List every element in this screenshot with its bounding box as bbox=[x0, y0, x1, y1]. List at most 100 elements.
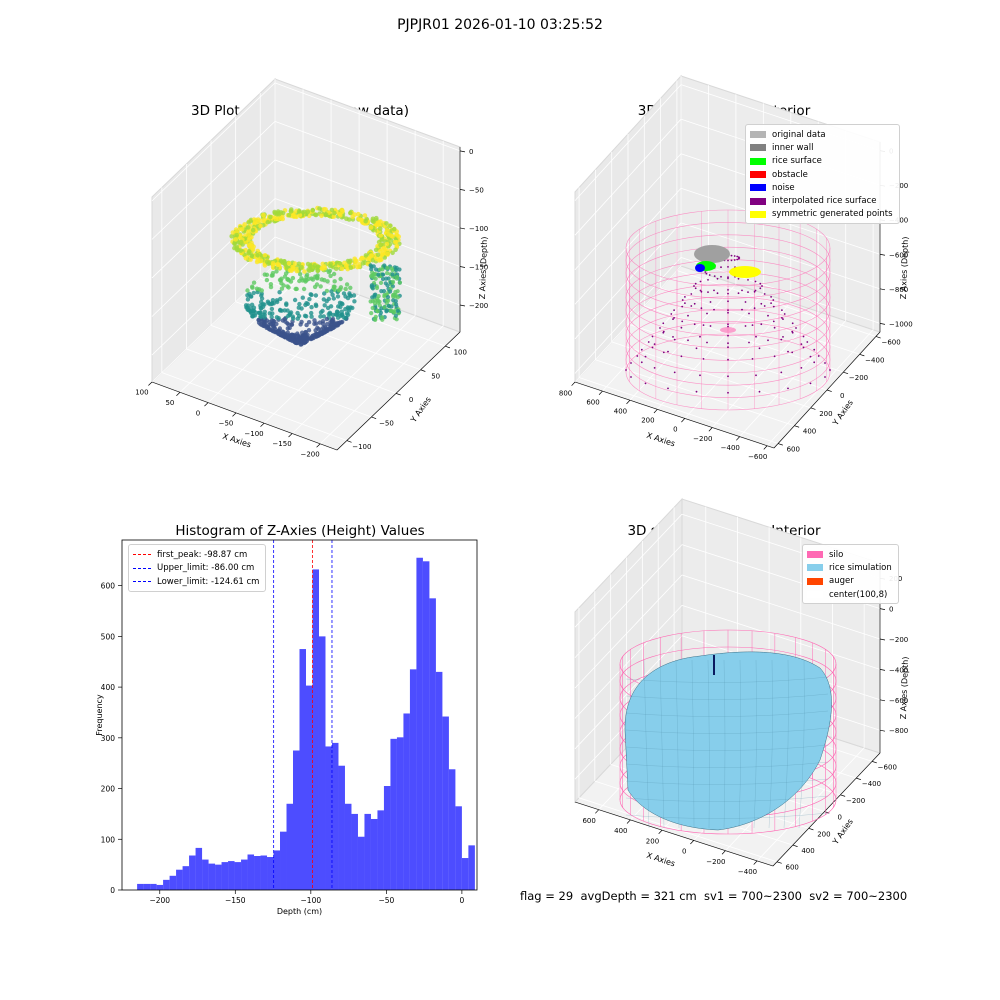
panel3-bar bbox=[370, 818, 378, 890]
panel3-bar bbox=[429, 598, 436, 890]
panel1-point bbox=[277, 277, 283, 283]
panel1-point bbox=[282, 274, 288, 279]
panel1-point bbox=[386, 232, 391, 237]
panel2-interp-point bbox=[772, 299, 775, 301]
panel1-point bbox=[264, 277, 270, 283]
panel2-interp-point bbox=[707, 279, 709, 281]
panel4-y-tick-label: 0 bbox=[838, 814, 842, 822]
panel1-point bbox=[335, 294, 341, 299]
panel1-point bbox=[363, 218, 369, 224]
panel2-interp-point bbox=[727, 300, 729, 303]
panel2-interp-point bbox=[693, 323, 696, 326]
panel2-interp-point bbox=[753, 307, 756, 310]
panel2-interp-point bbox=[690, 305, 693, 307]
panel1-point bbox=[258, 258, 264, 264]
panel1-point bbox=[347, 291, 352, 296]
panel1-point bbox=[375, 252, 381, 258]
panel2-interp-point bbox=[800, 367, 803, 369]
panel2-interp-point bbox=[720, 266, 722, 269]
panel4-z-tick bbox=[879, 669, 886, 671]
panel1-point bbox=[302, 269, 307, 274]
legend-swatch bbox=[750, 171, 766, 179]
panel1-point bbox=[292, 339, 297, 345]
legend-entry: Lower_limit: -124.61 cm bbox=[133, 575, 259, 589]
panel2-interp-point bbox=[737, 277, 740, 280]
panel1-point bbox=[299, 276, 304, 281]
panel2-original-data-blob bbox=[694, 245, 730, 263]
panel1-z-tick bbox=[459, 189, 466, 191]
panel2-interp-point bbox=[727, 358, 729, 361]
panel1-point bbox=[235, 247, 240, 253]
panel1-point bbox=[245, 293, 250, 298]
panel1-point bbox=[317, 206, 322, 211]
panel2-interp-point bbox=[694, 287, 697, 290]
panel1-point bbox=[325, 279, 330, 284]
panel2-x-tick-label: 600 bbox=[586, 398, 599, 406]
panel1-point bbox=[345, 312, 351, 317]
panel1-point bbox=[385, 295, 391, 300]
panel2-interp-point bbox=[772, 305, 775, 308]
panel4-mesh-line bbox=[659, 659, 665, 829]
panel3-bar bbox=[260, 855, 268, 890]
panel2-interp-point bbox=[651, 346, 654, 349]
panel2-y-tick-label: −400 bbox=[865, 356, 884, 364]
panel4-y-tick bbox=[776, 861, 782, 864]
panel4-x-tick bbox=[658, 829, 663, 835]
panel3-y-tick-label: 200 bbox=[101, 785, 116, 794]
panel2-interp-point bbox=[727, 276, 729, 278]
panel3-y-tick-label: 0 bbox=[110, 886, 115, 895]
panel1-point bbox=[262, 263, 268, 268]
panel1-point bbox=[284, 301, 289, 306]
panel3-bar bbox=[364, 813, 371, 890]
panel1-point bbox=[292, 214, 298, 219]
panel1-point bbox=[370, 258, 376, 263]
panel1-point bbox=[390, 250, 395, 256]
panel3-title: Histogram of Z-Axies (Height) Values bbox=[175, 523, 425, 539]
panel1-point bbox=[282, 308, 287, 313]
panel1-point bbox=[246, 303, 251, 308]
panel1-point bbox=[255, 253, 260, 258]
panel1-point bbox=[302, 277, 308, 283]
panel1-point bbox=[333, 266, 339, 272]
panel4-z-tick-label: −600 bbox=[889, 697, 908, 705]
panel1-point bbox=[310, 208, 316, 213]
panel1-point bbox=[339, 309, 344, 314]
panel1-point bbox=[290, 333, 296, 338]
panel1-point bbox=[314, 303, 319, 309]
panel2-interp-point bbox=[759, 287, 762, 290]
panel1-x-gridline bbox=[319, 325, 444, 445]
panel1-point bbox=[385, 271, 390, 276]
panel1-point bbox=[370, 305, 375, 311]
panel4-z-tick bbox=[879, 608, 886, 610]
panel1-point bbox=[248, 219, 253, 224]
panel3-bar bbox=[273, 850, 281, 890]
panel2-y-tick-label: 600 bbox=[787, 446, 800, 454]
panel2-interp-point bbox=[802, 346, 805, 349]
panel1-point bbox=[234, 229, 240, 235]
panel1-point bbox=[250, 284, 255, 289]
legend-entry: rice surface bbox=[750, 155, 893, 168]
panel1-point bbox=[275, 262, 281, 268]
panel3-bar bbox=[461, 858, 469, 890]
legend-entry: symmetric generated points bbox=[750, 208, 893, 221]
panel3-bars bbox=[137, 557, 475, 890]
panel1-point bbox=[249, 302, 255, 307]
panel1-point bbox=[373, 276, 378, 281]
panel4-x-axis-label: X Axies bbox=[645, 851, 676, 869]
panel3-bar bbox=[409, 669, 417, 890]
panel2-interp-point bbox=[716, 292, 719, 295]
panel1-point bbox=[301, 286, 307, 292]
panel2-interp-point bbox=[758, 347, 761, 350]
panel2-interp-point bbox=[727, 375, 729, 378]
legend-swatch bbox=[750, 144, 766, 152]
panel1-point bbox=[356, 264, 362, 269]
panel2-x-axis-label: X Axies bbox=[645, 431, 676, 449]
panel1-point bbox=[318, 284, 323, 289]
panel1-point bbox=[251, 290, 256, 296]
panel4-rice-surface bbox=[624, 651, 832, 831]
panel4-x-tick bbox=[626, 819, 631, 824]
panel1-point bbox=[326, 270, 332, 275]
panel1-x-tick bbox=[232, 412, 237, 417]
panel1-point bbox=[314, 265, 319, 271]
panel1-point bbox=[246, 251, 251, 256]
